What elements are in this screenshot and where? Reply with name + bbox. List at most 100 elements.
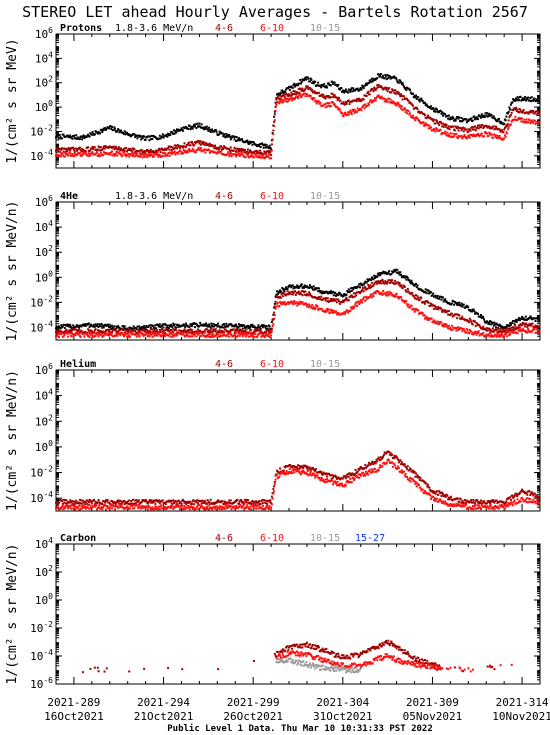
data-point (205, 328, 208, 331)
data-point (482, 116, 485, 119)
data-point (209, 130, 212, 133)
data-point (268, 325, 271, 328)
data-point (306, 303, 309, 306)
data-point (299, 87, 302, 90)
data-point (141, 156, 144, 159)
data-point (275, 296, 278, 299)
data-point (274, 101, 277, 104)
data-point (397, 101, 400, 104)
data-point (457, 129, 460, 132)
data-point (161, 334, 164, 337)
data-point (524, 331, 527, 334)
data-point (517, 326, 520, 329)
data-point (222, 326, 225, 329)
data-point (345, 296, 348, 299)
data-point (386, 292, 389, 295)
data-point (488, 329, 491, 332)
data-point (258, 149, 261, 152)
data-point (123, 325, 126, 328)
data-point (432, 118, 435, 121)
data-point (134, 155, 137, 158)
data-point (68, 147, 71, 150)
panel-bin-label: 6-10 (260, 359, 284, 370)
data-point (60, 324, 63, 327)
data-point (447, 117, 450, 120)
data-point (429, 126, 432, 129)
data-point (533, 97, 536, 100)
data-point (351, 305, 354, 308)
data-point (344, 298, 347, 301)
data-point (436, 294, 439, 297)
data-point (468, 328, 471, 331)
data-point (83, 335, 86, 338)
data-point (176, 130, 179, 133)
data-point (323, 310, 326, 313)
data-point (428, 124, 431, 127)
data-point (72, 324, 75, 327)
data-point (255, 149, 258, 152)
data-point (528, 322, 531, 325)
data-point (235, 500, 238, 503)
data-point (421, 312, 424, 315)
y-tick-label: 102 (35, 413, 53, 428)
data-point (205, 142, 208, 145)
data-point (275, 103, 278, 106)
data-point (164, 503, 167, 506)
data-point (521, 327, 524, 330)
data-point (463, 329, 466, 332)
data-point (367, 283, 370, 286)
data-point (418, 100, 421, 103)
data-point (349, 309, 352, 312)
data-point (93, 323, 96, 326)
data-point (149, 135, 152, 138)
data-point (522, 322, 525, 325)
data-point (196, 328, 199, 331)
data-point (175, 144, 178, 147)
data-point (196, 122, 199, 125)
data-point (87, 501, 90, 504)
data-point (211, 325, 214, 328)
data-point (480, 326, 483, 329)
data-point (125, 328, 128, 331)
data-point (369, 89, 372, 92)
data-point (379, 281, 382, 284)
data-point (115, 150, 118, 153)
data-point (95, 333, 98, 336)
data-point (336, 99, 339, 102)
data-point (291, 99, 294, 102)
data-point (414, 96, 417, 99)
data-point (138, 154, 141, 157)
data-point (267, 329, 270, 332)
data-point (235, 136, 238, 139)
y-axis-label: 1/(cm² s sr MeV) (5, 38, 20, 163)
data-point (69, 149, 72, 152)
data-point (434, 294, 437, 297)
data-point (229, 332, 232, 335)
data-point (202, 335, 205, 338)
data-point (57, 502, 60, 505)
data-point (415, 106, 418, 109)
data-point (341, 102, 344, 105)
data-point (139, 155, 142, 158)
data-point (168, 335, 171, 338)
data-point (69, 501, 72, 504)
data-point (66, 325, 69, 328)
data-point (209, 498, 212, 501)
data-point (527, 121, 530, 124)
data-point (376, 86, 379, 89)
data-point (380, 292, 383, 295)
data-point (246, 148, 249, 151)
data-point (305, 78, 308, 81)
data-point (205, 322, 208, 325)
data-point (90, 332, 93, 335)
data-point (505, 329, 508, 332)
data-point (441, 309, 444, 312)
data-point (495, 335, 498, 338)
data-point (458, 314, 461, 317)
data-point (234, 334, 237, 337)
data-point (131, 134, 134, 137)
data-point (181, 498, 184, 501)
data-point (498, 128, 501, 131)
data-point (122, 328, 125, 331)
data-point (211, 128, 214, 131)
